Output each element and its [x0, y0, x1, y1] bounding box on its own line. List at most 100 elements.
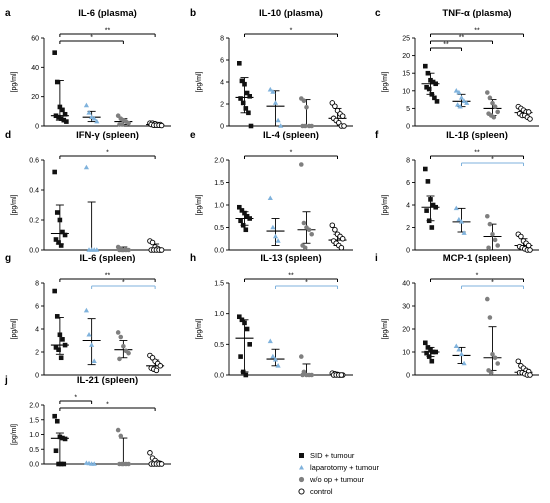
data-point	[495, 109, 501, 115]
panel-title: IL-1β (spleen)	[446, 130, 508, 141]
data-point	[126, 350, 131, 356]
series-0	[50, 169, 69, 248]
y-axis-label: [pg/ml]	[196, 194, 203, 215]
data-point	[272, 233, 279, 239]
panel-letter: h	[190, 253, 196, 264]
data-point	[433, 204, 438, 210]
y-tick-label: 0.6	[29, 158, 39, 165]
data-point	[83, 307, 90, 313]
panel-title: IL-13 (spleen)	[260, 253, 321, 264]
data-point	[424, 350, 429, 356]
data-point	[424, 84, 429, 90]
series-3	[328, 100, 347, 129]
data-point	[242, 210, 247, 216]
y-tick-label: 20	[402, 53, 410, 60]
data-point	[461, 98, 467, 104]
y-axis-label: [pg/ml]	[11, 71, 18, 92]
series-2	[114, 113, 133, 127]
data-point	[239, 78, 245, 84]
y-tick-label: 6	[406, 180, 410, 187]
y-tick-label: 0.0	[214, 248, 224, 255]
series-1	[452, 88, 471, 109]
panel-title: IL-6 (plasma)	[78, 8, 137, 19]
significance-label: *	[476, 273, 479, 280]
data-point	[119, 122, 125, 127]
data-point	[430, 349, 436, 355]
y-axis-label: [pg/ml]	[11, 194, 18, 215]
data-point	[238, 354, 243, 359]
series-2	[114, 427, 133, 467]
significance-label: **	[443, 42, 449, 49]
data-point	[247, 342, 252, 347]
y-tick-label: 25	[402, 36, 410, 43]
significance-label: *	[305, 280, 308, 287]
legend-item: SID + tumour	[299, 451, 355, 460]
y-tick-label: 0.5	[214, 342, 224, 349]
y-tick-label: 60	[31, 36, 39, 43]
significance-label: *	[290, 150, 293, 157]
data-point	[339, 113, 346, 119]
data-point	[299, 162, 304, 167]
data-point	[83, 164, 90, 170]
data-point	[115, 330, 121, 335]
data-point	[338, 244, 345, 251]
panel-letter: c	[375, 8, 381, 19]
y-axis-label: [pg/ml]	[382, 318, 389, 339]
data-point	[341, 123, 347, 129]
data-point	[57, 217, 63, 223]
data-point	[425, 70, 431, 76]
panel-title: IL-4 (spleen)	[263, 130, 319, 141]
significance-label: **	[288, 273, 294, 280]
y-tick-label: 0.5	[29, 447, 39, 454]
data-point	[453, 205, 459, 211]
y-tick-label: 40	[31, 65, 39, 72]
series-2	[483, 296, 502, 376]
data-point	[304, 105, 309, 110]
legend-label: control	[310, 487, 333, 496]
data-point	[309, 372, 315, 378]
data-point	[429, 358, 435, 364]
data-point	[54, 79, 60, 85]
data-point	[433, 81, 438, 87]
data-point	[126, 120, 131, 126]
data-point	[60, 229, 65, 235]
series-0	[421, 340, 440, 364]
y-tick-label: 4	[220, 80, 224, 87]
significance-label: *	[90, 35, 93, 42]
data-point	[240, 100, 246, 106]
data-point	[60, 107, 65, 113]
data-point	[237, 204, 242, 210]
significance-label: *	[491, 280, 494, 287]
legend-marker-control	[298, 488, 305, 495]
data-point	[487, 221, 493, 227]
data-point	[158, 247, 165, 253]
data-point	[244, 326, 250, 332]
series-3	[146, 120, 165, 129]
legend-item: laparotomy + tumour	[299, 463, 379, 472]
data-point	[433, 349, 438, 355]
data-point	[119, 247, 125, 253]
significance-label: **	[474, 150, 480, 157]
data-point	[242, 320, 247, 326]
data-point	[83, 102, 90, 108]
data-point	[275, 238, 281, 243]
data-point	[461, 360, 467, 366]
series-0	[50, 413, 69, 467]
significance-label: *	[290, 28, 293, 35]
data-point	[453, 88, 459, 93]
panel-letter: i	[375, 253, 378, 264]
y-tick-label: 15	[402, 71, 410, 78]
data-point	[486, 245, 491, 251]
y-tick-label: 5	[406, 106, 410, 113]
y-axis-label: [pg/ml]	[382, 194, 389, 215]
data-point	[62, 342, 68, 348]
panel-letter: a	[5, 8, 11, 19]
data-point	[237, 314, 242, 320]
data-point	[247, 216, 252, 221]
panel-letter: g	[5, 253, 11, 264]
data-point	[86, 110, 92, 115]
data-point	[53, 237, 59, 242]
data-point	[525, 109, 532, 115]
